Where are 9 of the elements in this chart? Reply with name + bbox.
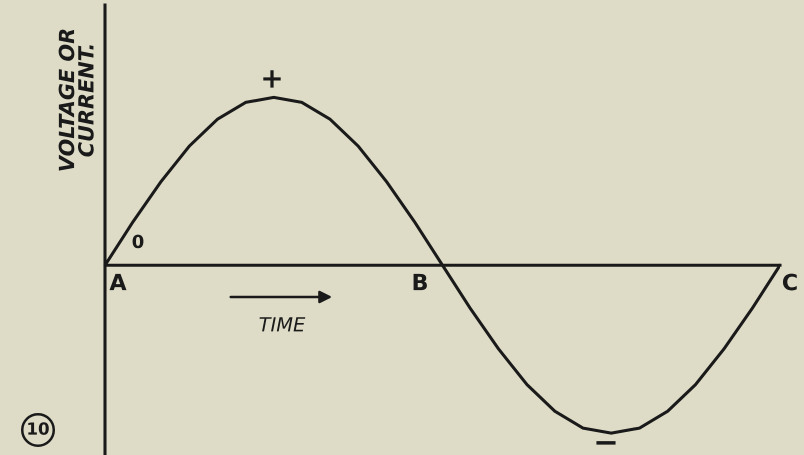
- annotation: A: [110, 274, 126, 290]
- annotation: B: [414, 274, 427, 290]
- text: −: [596, 441, 616, 445]
- text: +: [263, 70, 281, 88]
- annotation: 0: [132, 234, 144, 248]
- text: C: [782, 274, 797, 290]
- y-axis-title: VOLTAGE OR CURRENT.: [58, 30, 94, 171]
- text: 10: [28, 422, 49, 435]
- x-axis-title: TIME: [260, 317, 306, 332]
